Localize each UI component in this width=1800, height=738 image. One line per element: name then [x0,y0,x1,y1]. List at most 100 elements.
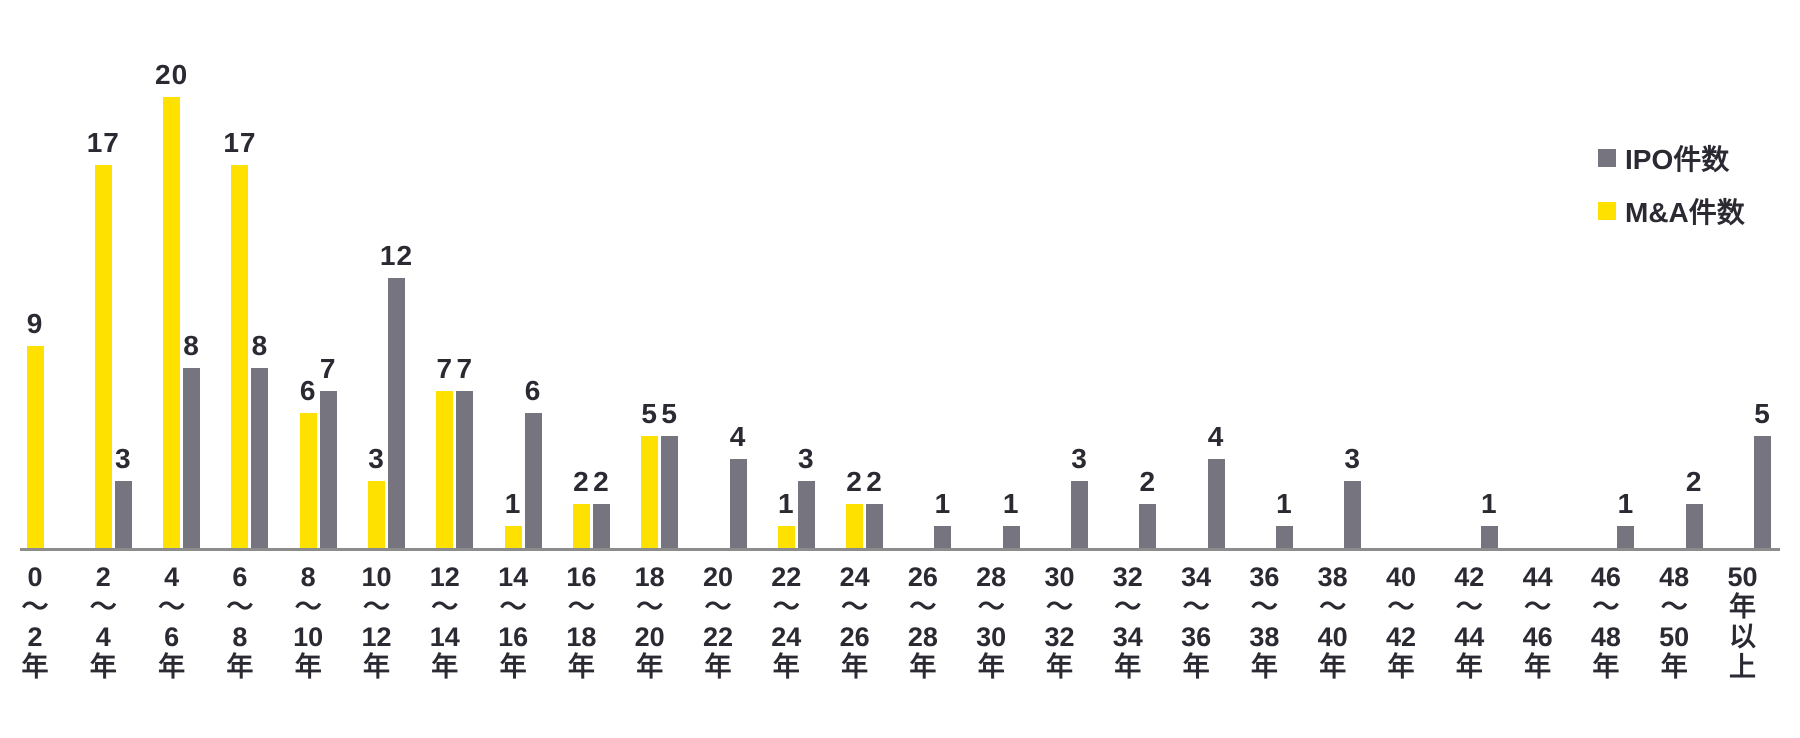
bar-ipo-11 [797,481,815,549]
x-tick-label-24: 48 〜 50 年 [1659,562,1690,682]
bar-ipo-6 [456,390,474,549]
legend-label-ipo: IPO件数 [1625,144,1730,175]
data-label-ipo-24: 2 [1685,465,1703,497]
x-axis-line [20,548,1780,551]
bar-ipo-13 [934,526,952,549]
bar-ipo-2 [183,368,201,549]
data-label-ipo-18: 1 [1276,488,1293,520]
data-label-ma-11: 1 [778,488,795,520]
x-tick-label-17: 34 〜 36 年 [1181,562,1212,682]
x-tick-label-25: 50 年 以 上 [1727,562,1758,682]
data-label-ipo-1: 3 [115,443,132,475]
x-tick-label-8: 16 〜 18 年 [566,562,597,682]
x-tick-label-0: 0 〜 2 年 [21,562,49,682]
bar-ma-7 [504,526,522,549]
data-label-ipo-19: 3 [1344,443,1361,475]
data-label-ipo-5: 12 [379,239,414,271]
bar-ipo-5 [388,277,405,549]
data-label-ipo-6: 7 [456,352,474,384]
x-tick-label-3: 6 〜 8 年 [226,562,254,682]
x-tick-label-12: 24 〜 26 年 [839,562,870,682]
data-label-ma-1: 17 [86,126,120,158]
legend-item-ipo: IPO件数 [1598,138,1745,178]
bar-ipo-7 [524,413,542,549]
data-label-ipo-9: 5 [661,398,678,429]
bar-ipo-3 [251,368,269,549]
data-label-ma-6: 7 [436,352,454,384]
legend-swatch-ipo-icon [1598,149,1616,167]
legend-item-ma: M&A件数 [1598,191,1745,231]
x-tick-label-10: 20 〜 22 年 [702,562,734,682]
bar-ma-9 [641,436,659,549]
data-label-ipo-23: 1 [1617,488,1635,520]
x-tick-label-20: 40 〜 42 年 [1385,562,1417,682]
bar-ipo-8 [592,503,610,549]
bar-ma-6 [436,390,454,549]
bar-ma-12 [846,503,864,549]
legend-label-ma: M&A件数 [1625,197,1745,228]
data-label-ma-3: 17 [223,126,257,158]
bar-ipo-24 [1685,503,1703,549]
data-label-ma-8: 2 [573,465,590,497]
data-label-ipo-2: 8 [183,330,200,362]
data-label-ma-4: 6 [299,375,317,407]
bar-ma-3 [231,164,249,549]
data-label-ipo-4: 7 [319,352,337,384]
bar-ipo-17 [1207,458,1225,549]
bar-ma-0 [26,345,44,549]
x-tick-label-9: 18 〜 20 年 [634,562,665,682]
x-tick-label-2: 4 〜 6 年 [158,562,186,682]
data-label-ipo-11: 3 [798,443,815,475]
x-tick-label-15: 30 〜 32 年 [1044,562,1075,682]
bar-ipo-16 [1139,503,1157,549]
bar-ipo-25 [1754,436,1771,549]
data-label-ipo-21: 1 [1481,488,1498,520]
bar-ipo-4 [319,390,337,549]
bar-ipo-15 [1071,481,1088,549]
data-label-ipo-7: 6 [524,375,542,407]
data-label-ma-5: 3 [368,443,385,475]
bar-ma-8 [572,503,590,549]
data-label-ma-12: 2 [846,465,863,497]
bar-ipo-21 [1480,526,1498,549]
x-tick-label-11: 22 〜 24 年 [771,562,802,682]
data-label-ipo-16: 2 [1139,465,1157,497]
x-tick-label-21: 42 〜 44 年 [1454,562,1485,682]
bar-ma-1 [94,164,112,549]
bar-ma-11 [777,526,795,549]
x-tick-label-19: 38 〜 40 年 [1317,562,1348,682]
data-label-ipo-12: 2 [866,465,883,497]
data-label-ipo-8: 2 [593,465,610,497]
x-tick-label-18: 36 〜 38 年 [1249,562,1280,682]
x-tick-label-13: 26 〜 28 年 [907,562,938,682]
data-label-ipo-25: 5 [1754,398,1771,429]
x-tick-label-7: 14 〜 16 年 [498,562,529,682]
data-label-ipo-17: 4 [1207,420,1225,452]
bar-ipo-14 [1002,526,1020,549]
data-label-ipo-13: 1 [934,488,952,520]
bar-ipo-19 [1344,481,1362,549]
data-label-ma-0: 9 [26,307,44,339]
chart-legend: IPO件数 M&A件数 [1598,138,1745,231]
bar-ipo-10 [729,458,747,549]
data-label-ipo-14: 1 [1002,488,1020,520]
bar-ipo-12 [866,503,884,549]
x-tick-label-4: 8 〜 10 年 [293,562,324,682]
bar-ma-2 [163,97,181,549]
x-tick-label-22: 44 〜 46 年 [1522,562,1553,682]
x-tick-label-23: 46 〜 48 年 [1590,562,1621,682]
data-label-ma-9: 5 [641,398,658,429]
bar-ma-5 [368,481,385,549]
bar-ma-4 [299,413,317,549]
x-tick-label-1: 2 〜 4 年 [89,562,117,682]
data-label-ipo-10: 4 [729,420,747,452]
x-tick-label-14: 28 〜 30 年 [976,562,1007,682]
data-label-ma-7: 1 [504,488,522,520]
bar-ipo-18 [1275,526,1293,549]
x-tick-label-6: 12 〜 14 年 [429,562,460,682]
data-label-ma-2: 20 [155,59,189,90]
bar-ipo-23 [1617,526,1635,549]
data-label-ipo-3: 8 [251,330,269,362]
data-label-ipo-15: 3 [1071,443,1088,475]
